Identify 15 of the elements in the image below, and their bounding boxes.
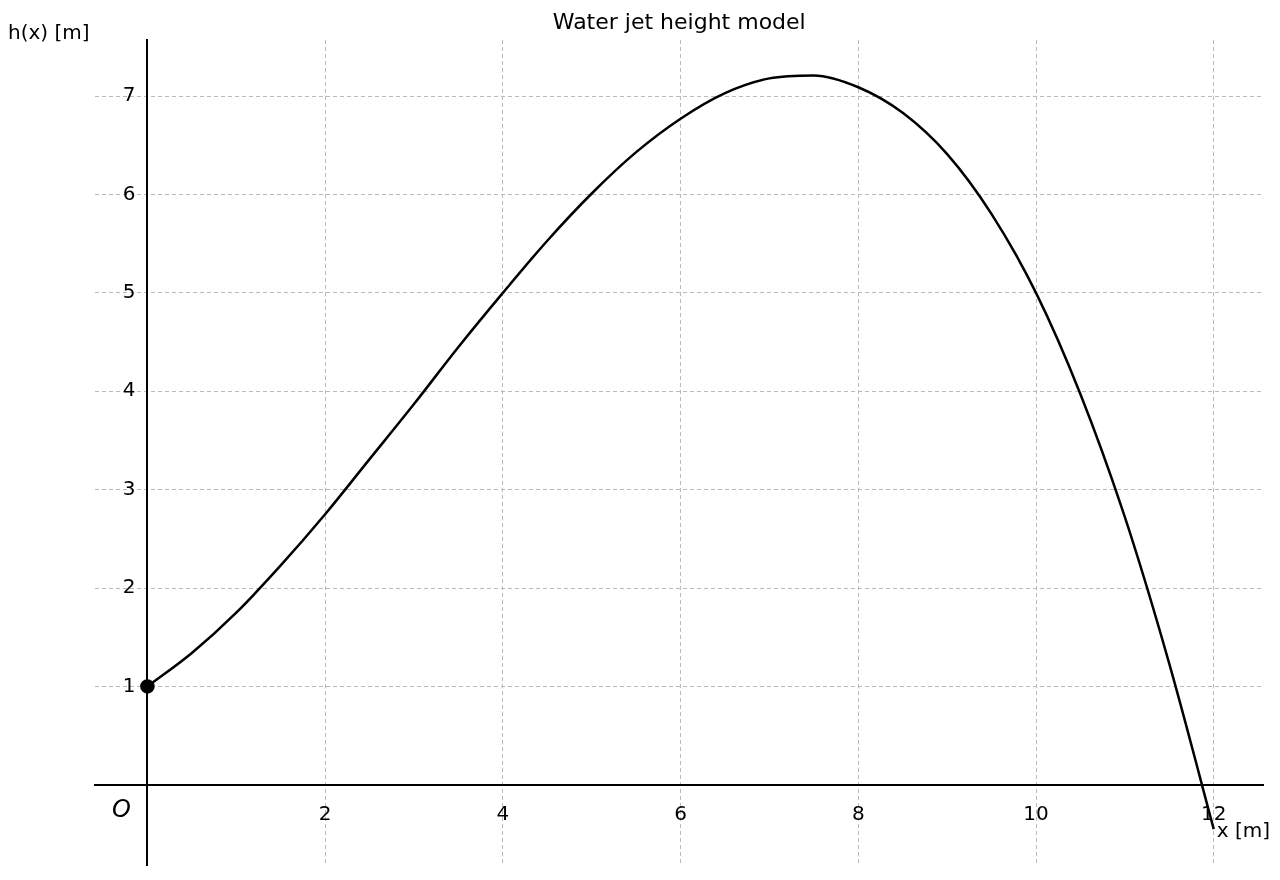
x-tick-label: 6 <box>674 801 687 826</box>
x-tick-label: 2 <box>318 801 332 826</box>
chart-title: Water jet height model <box>552 8 806 34</box>
y-tick-label: 7 <box>122 82 136 107</box>
y-tick-label: 5 <box>122 279 136 304</box>
y-tick-label: 2 <box>122 574 136 599</box>
y-tick-label: 4 <box>122 377 136 402</box>
y-tick-label: 6 <box>122 180 136 205</box>
x-tick-label: 4 <box>496 801 510 826</box>
y-tick-label: 3 <box>122 475 136 500</box>
y-axis-title: h(x) [m] <box>8 20 90 45</box>
x-tick-label: 10 <box>1023 801 1049 826</box>
y-tick-label: 1 <box>122 672 136 697</box>
x-tick-label: 8 <box>851 801 865 826</box>
annotation: O <box>111 795 131 824</box>
